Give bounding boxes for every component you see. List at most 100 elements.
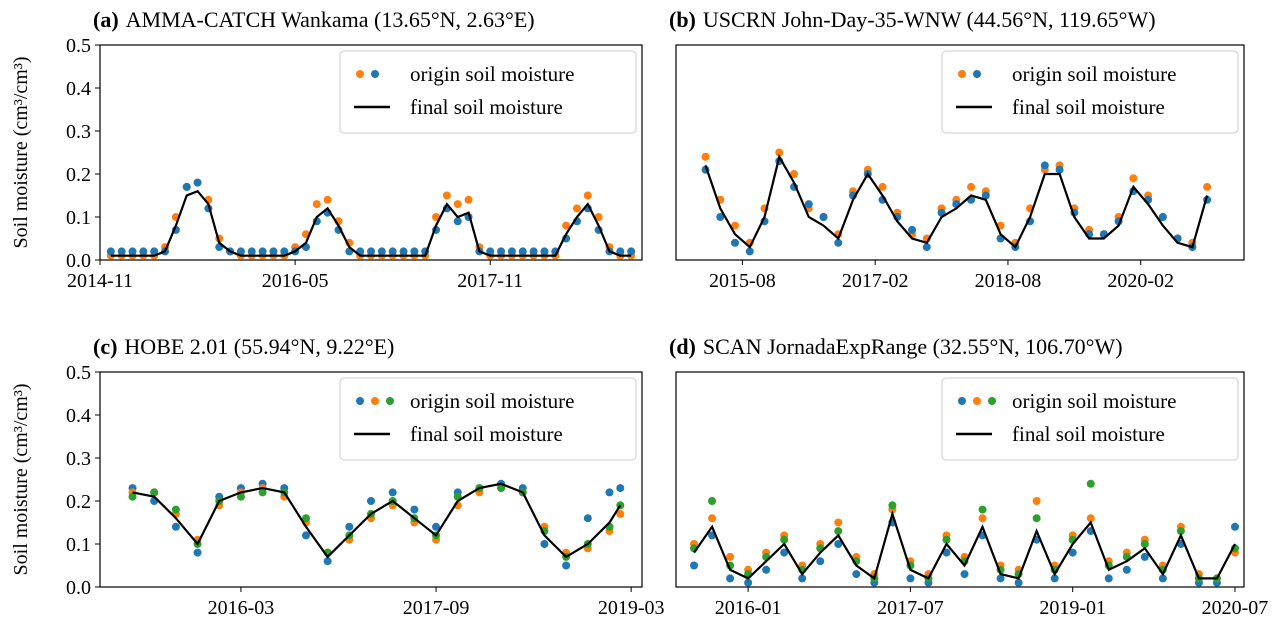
panel-label: (c) bbox=[93, 334, 117, 359]
legend-marker bbox=[988, 397, 996, 405]
data-point bbox=[745, 247, 754, 256]
data-point bbox=[280, 247, 289, 256]
data-point bbox=[540, 247, 549, 256]
data-point bbox=[1203, 182, 1212, 191]
data-point bbox=[744, 578, 753, 587]
data-point bbox=[716, 213, 725, 221]
data-point bbox=[562, 221, 571, 230]
data-point bbox=[690, 561, 699, 570]
data-point bbox=[388, 247, 397, 256]
panel-title: (c) HOBE 2.01 (55.94°N, 9.22°E) bbox=[93, 334, 394, 359]
data-point bbox=[852, 570, 861, 579]
data-point bbox=[922, 243, 931, 252]
data-point bbox=[708, 497, 717, 505]
data-point bbox=[128, 247, 137, 256]
data-point bbox=[996, 574, 1005, 583]
x-tick-label: 2019-03 bbox=[598, 597, 665, 619]
data-point bbox=[605, 488, 614, 497]
data-point bbox=[497, 247, 506, 256]
series-line bbox=[693, 510, 1236, 581]
x-tick-label: 2015-08 bbox=[709, 270, 776, 292]
x-tick-label: 2017-09 bbox=[403, 597, 470, 619]
panel-title-text: HOBE 2.01 (55.94°N, 9.22°E) bbox=[124, 334, 394, 359]
legend-marker bbox=[973, 397, 981, 405]
legend-box bbox=[339, 377, 637, 461]
data-point bbox=[247, 247, 256, 256]
data-point bbox=[269, 247, 278, 256]
axes-frame bbox=[675, 44, 1245, 261]
legend-label: final soil moisture bbox=[1012, 95, 1165, 119]
data-point bbox=[139, 247, 148, 256]
panel-title-text: AMMA-CATCH Wankama (13.65°N, 2.63°E) bbox=[126, 7, 535, 32]
data-point bbox=[367, 247, 375, 256]
data-point bbox=[1050, 574, 1059, 583]
data-point bbox=[1086, 479, 1095, 488]
data-point bbox=[780, 548, 789, 557]
legend-box bbox=[941, 50, 1239, 134]
data-point bbox=[182, 182, 191, 191]
x-tick-label: 2017-11 bbox=[457, 270, 523, 292]
data-point bbox=[775, 148, 784, 157]
data-point bbox=[708, 514, 717, 523]
data-point bbox=[816, 557, 825, 566]
data-point bbox=[1055, 165, 1064, 174]
data-point bbox=[731, 238, 740, 247]
data-point bbox=[798, 574, 807, 583]
y-axis-label: Soil moisture (cm³/cm³) bbox=[10, 384, 32, 576]
data-point bbox=[193, 548, 202, 557]
y-tick-label: 0.5 bbox=[66, 362, 91, 384]
data-point bbox=[981, 191, 990, 200]
data-point bbox=[942, 548, 951, 557]
data-point bbox=[432, 522, 441, 531]
x-tick-label: 2016-03 bbox=[208, 597, 275, 619]
y-tick-label: 0.2 bbox=[66, 164, 91, 186]
data-point bbox=[908, 225, 917, 234]
panel: (c) HOBE 2.01 (55.94°N, 9.22°E) 0.0 0.1 0.2 0… bbox=[10, 334, 664, 619]
y-tick-label: 0.3 bbox=[66, 448, 91, 470]
legend-marker bbox=[958, 397, 966, 405]
data-point bbox=[106, 247, 115, 256]
data-point bbox=[701, 152, 710, 161]
panel-title-text: SCAN JornadaExpRange (32.55°N, 106.70°W) bbox=[703, 334, 1123, 359]
data-point bbox=[1040, 161, 1049, 170]
data-point bbox=[1230, 522, 1239, 531]
y-axis-label: Soil moisture (cm³/cm³) bbox=[10, 57, 32, 249]
legend-label: origin soil moisture bbox=[1012, 62, 1177, 86]
panel-label: (a) bbox=[93, 7, 119, 32]
axes-frame bbox=[99, 371, 643, 588]
data-point bbox=[834, 527, 843, 536]
data-point bbox=[726, 552, 735, 561]
legend-label: final soil moisture bbox=[410, 95, 563, 119]
data-point bbox=[453, 200, 462, 209]
data-point bbox=[583, 191, 592, 200]
data-point bbox=[834, 238, 843, 247]
y-tick-label: 0.0 bbox=[66, 577, 91, 599]
legend-label: origin soil moisture bbox=[410, 62, 575, 86]
data-point bbox=[780, 535, 789, 544]
data-point bbox=[442, 191, 451, 200]
data-point bbox=[888, 501, 897, 510]
legend-marker bbox=[371, 397, 379, 405]
data-point bbox=[312, 200, 321, 209]
data-point bbox=[1032, 514, 1041, 523]
data-point bbox=[978, 505, 987, 514]
data-point bbox=[171, 522, 180, 531]
legend-marker bbox=[958, 70, 966, 78]
data-point bbox=[1129, 174, 1138, 183]
panel-title: (b) USCRN John-Day-35-WNW (44.56°N, 119.6… bbox=[669, 7, 1156, 32]
data-point bbox=[1068, 548, 1077, 557]
data-point bbox=[367, 497, 375, 505]
data-point bbox=[258, 488, 267, 497]
panel-title-text: USCRN John-Day-35-WNW (44.56°N, 119.65°W… bbox=[703, 7, 1156, 32]
legend-label: origin soil moisture bbox=[410, 389, 575, 413]
data-point bbox=[572, 204, 581, 213]
data-point bbox=[410, 505, 419, 514]
data-point bbox=[1140, 540, 1149, 548]
data-point bbox=[323, 557, 332, 566]
data-point bbox=[731, 221, 740, 230]
y-tick-label: 0.0 bbox=[66, 250, 91, 272]
x-tick-label: 2014-11 bbox=[67, 270, 133, 292]
y-tick-label: 0.3 bbox=[66, 121, 91, 143]
data-point bbox=[193, 178, 202, 187]
